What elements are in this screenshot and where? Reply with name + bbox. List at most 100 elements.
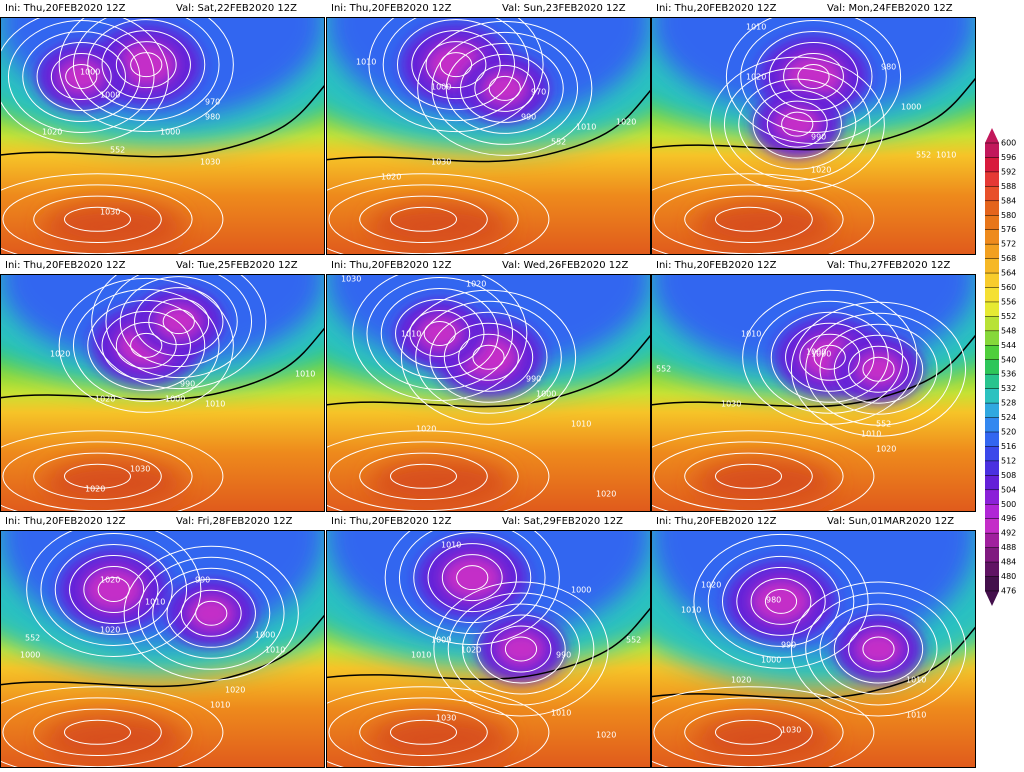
isobar [390, 206, 457, 232]
colorbar-label: 536 [1001, 370, 1016, 379]
isobar [488, 75, 521, 101]
isobar [195, 600, 228, 626]
contour-label: 970 [205, 98, 220, 107]
init-time: Ini: Thu,20FEB2020 12Z [5, 260, 126, 271]
isobar [72, 288, 220, 402]
map-frame [326, 274, 651, 512]
isobar [123, 545, 299, 681]
isobar [119, 276, 238, 368]
contour-label: 1010 [861, 430, 881, 439]
isobar [382, 17, 530, 122]
colorbar-label: 532 [1001, 384, 1016, 393]
contour-label: 1010 [411, 651, 431, 660]
isobar [148, 298, 210, 346]
isobar [2, 441, 193, 512]
isobar [441, 554, 503, 602]
warm-core [694, 201, 835, 252]
isobar [413, 532, 532, 624]
isobar [328, 697, 519, 768]
isobar [33, 452, 162, 500]
isobar [819, 603, 938, 695]
warm-core [43, 458, 184, 509]
contour-label: 1000 [255, 631, 275, 640]
isobar [764, 588, 798, 614]
isobar [504, 636, 538, 662]
isobar [458, 333, 519, 381]
isobar [740, 20, 887, 133]
contour-label: 1010 [906, 711, 926, 720]
contour-label: 1030 [100, 208, 120, 217]
map-frame [651, 274, 976, 512]
contour-label: 1010 [210, 701, 230, 710]
isobar [862, 636, 895, 662]
isobar [87, 299, 206, 391]
isobar [101, 30, 191, 100]
isobar [40, 533, 188, 646]
contour-label: 1020 [85, 485, 105, 494]
isobar [653, 184, 844, 255]
forecast-panel: Ini: Thu,20FEB2020 12Z Val: Thu,27FEB2020… [651, 260, 976, 512]
colorbar-label: 556 [1001, 297, 1016, 306]
contour-label: 1030 [781, 726, 801, 735]
valid-time: Val: Tue,25FEB2020 12Z [176, 260, 298, 271]
colorbar-label: 504 [1001, 485, 1016, 494]
forecast-panel: Ini: Thu,20FEB2020 12Z Val: Sun,01MAR2020… [651, 516, 976, 768]
contour-label: 1030 [200, 158, 220, 167]
front-line [326, 607, 651, 680]
isobar [684, 708, 813, 756]
contour-label: 1010 [576, 123, 596, 132]
valid-time: Val: Sat,29FEB2020 12Z [502, 516, 623, 527]
colorbar-label: 520 [1001, 428, 1016, 437]
isobar [58, 17, 234, 133]
contour-label: 1020 [731, 676, 751, 685]
isobar [7, 20, 155, 133]
contour-label: 990 [556, 651, 571, 660]
cold-core-inner [83, 567, 144, 612]
colorbar-segment [985, 200, 999, 216]
isobar [65, 64, 98, 89]
isobar [50, 53, 112, 100]
contour-label: 552 [916, 151, 931, 160]
colorbar-segment [985, 489, 999, 505]
isobar [651, 686, 875, 768]
isobar [137, 556, 285, 670]
colorbar-label: 480 [1001, 572, 1016, 581]
contour-label: 1010 [571, 420, 591, 429]
isobar [326, 430, 550, 512]
isobar [653, 441, 844, 512]
colorbar-label: 508 [1001, 471, 1016, 480]
front-line [0, 614, 325, 688]
contour-label: 1010 [265, 646, 285, 655]
isobar [707, 544, 855, 658]
colorbar-segment [985, 301, 999, 317]
warm-core [369, 458, 510, 509]
isobar [433, 581, 609, 717]
isobar [431, 31, 579, 145]
contour-label: 1030 [721, 400, 741, 409]
forecast-panel: Ini: Thu,20FEB2020 12Z Val: Sun,23FEB2020… [326, 3, 651, 255]
isobar [64, 206, 131, 232]
contour-label: 1010 [205, 400, 225, 409]
colorbar-segment [985, 403, 999, 418]
cold-core-inner [480, 70, 529, 107]
valid-time: Val: Wed,26FEB2020 12Z [502, 260, 629, 271]
init-time: Ini: Thu,20FEB2020 12Z [331, 516, 452, 527]
isobar [380, 288, 499, 379]
warm-core [369, 201, 510, 252]
colorbar-segment [985, 157, 999, 173]
isobar [115, 41, 177, 89]
isobar [130, 52, 163, 78]
isobar [2, 697, 193, 768]
colorbar-label: 568 [1001, 254, 1016, 263]
colorbar-segment [985, 316, 999, 332]
contour-label: 1000 [536, 390, 556, 399]
isobar [368, 17, 544, 133]
cold-core-inner [415, 315, 464, 352]
colorbar-segment [985, 547, 999, 563]
isobar [0, 686, 224, 768]
isobar [411, 30, 501, 100]
valid-time: Val: Mon,24FEB2020 12Z [827, 3, 953, 14]
contour-label: 970 [531, 88, 546, 97]
map: 1020 990 1000 1010 1010 1020 1030 1020 [0, 274, 325, 512]
colorbar-segment [985, 533, 999, 548]
